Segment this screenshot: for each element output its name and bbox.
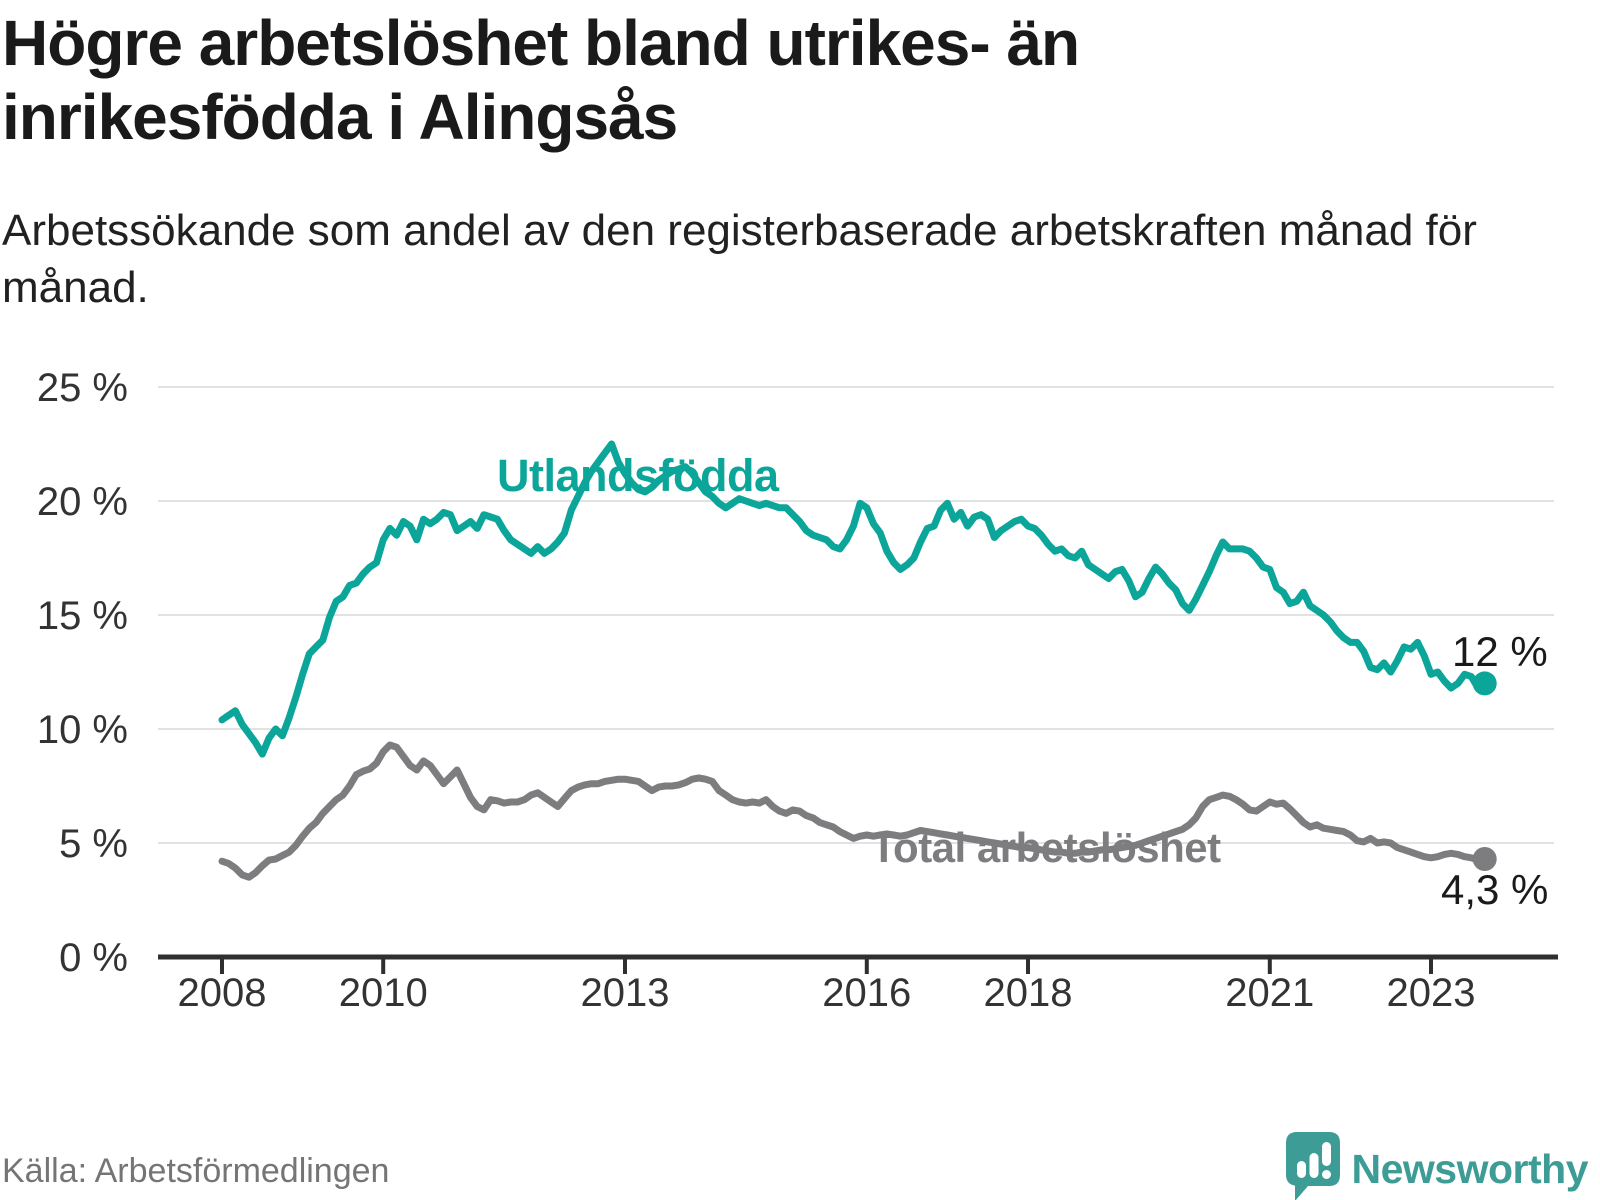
end-point-dots	[1472, 671, 1497, 871]
newsworthy-logo: Newsworthy	[1285, 1132, 1589, 1200]
svg-text:2023: 2023	[1387, 971, 1476, 1015]
svg-text:15 %: 15 %	[37, 594, 128, 638]
latest-value-dot	[1472, 671, 1497, 696]
svg-text:2010: 2010	[339, 971, 428, 1015]
title-line-2: inrikesfödda i Alingsås	[2, 81, 678, 153]
gridlines	[158, 386, 1554, 844]
newsworthy-pin-icon	[1285, 1132, 1340, 1200]
end-value-label-total: 4,3 %	[1441, 866, 1549, 913]
series-lines	[218, 440, 1489, 881]
svg-text:20 %: 20 %	[37, 480, 128, 524]
page-title: Högre arbetslöshet bland utrikes- än inr…	[2, 6, 1452, 154]
source-attribution: Källa: Arbetsförmedlingen	[2, 1152, 390, 1190]
svg-text:25 %: 25 %	[37, 366, 128, 410]
svg-text:2016: 2016	[822, 971, 911, 1015]
latest-value-dot	[1472, 847, 1497, 871]
series-label-total-arbetsloshet: Total arbetslöshet	[871, 824, 1221, 871]
newsworthy-wordmark: Newsworthy	[1351, 1146, 1589, 1192]
svg-text:2013: 2013	[581, 971, 670, 1015]
y-axis-labels: 0 % 5 % 10 % 15 % 20 % 25 %	[37, 366, 128, 980]
series-label-utlandsfodda: Utlandsfödda	[497, 450, 779, 501]
x-axis	[158, 954, 1558, 974]
title-line-1: Högre arbetslöshet bland utrikes- än	[2, 7, 1080, 79]
svg-text:10 %: 10 %	[37, 708, 128, 752]
end-value-label-utlandsfodda: 12 %	[1452, 628, 1548, 675]
unemployment-line-chart: 0 %5 %10 %15 %20 %25 % 2008 2010 2013 2016 2…	[37, 366, 1558, 1015]
x-axis-labels: 2008 2010 2013 2016 2018 2021 2023	[178, 971, 1476, 1015]
svg-text:2008: 2008	[178, 971, 267, 1015]
chart-subtitle: Arbetssökande som andel av den registerb…	[2, 206, 1477, 312]
svg-text:5 %: 5 %	[59, 822, 128, 866]
svg-text:0 %: 0 %	[59, 936, 128, 980]
svg-text:2018: 2018	[984, 971, 1073, 1015]
svg-text:2021: 2021	[1225, 971, 1314, 1015]
